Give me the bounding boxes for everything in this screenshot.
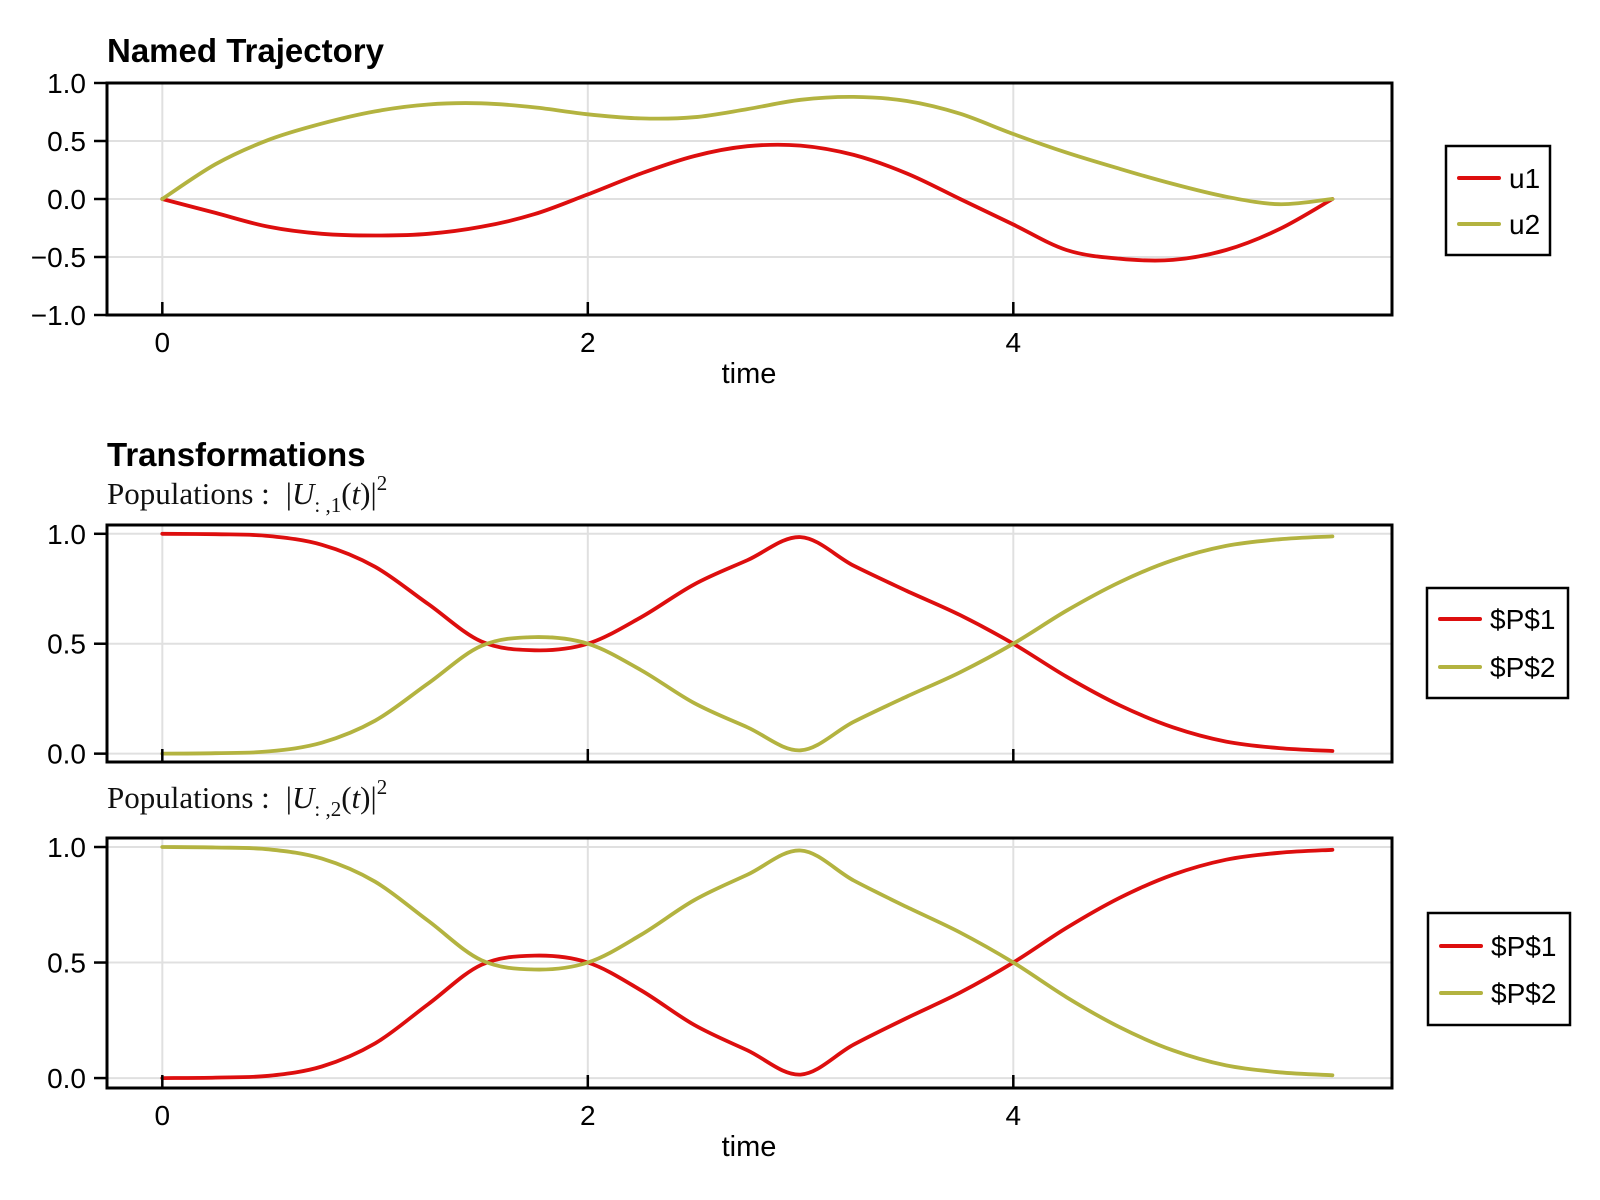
legend-box [1425, 586, 1570, 700]
series-$P$1 [160, 847, 1335, 1080]
legend-label: $P$1 [1491, 931, 1556, 962]
subtitle-prefix: Populations : [107, 476, 270, 511]
legend-box [1426, 911, 1572, 1027]
series-$P$2 [160, 845, 1335, 1078]
plot3-subtitle: Populations : |U: ,2(t)|2 [107, 775, 387, 821]
unitary-symbol: U [292, 780, 317, 815]
y-tick-label: 1.0 [47, 519, 86, 550]
series-u2 [160, 94, 1335, 207]
norm-bar-close: )| [360, 476, 377, 511]
legend-label: u2 [1509, 209, 1540, 240]
plot1-xaxis-label: time [722, 358, 777, 390]
paren-open: ( [341, 780, 351, 815]
exponent: 2 [377, 775, 388, 799]
x-tick-label: 0 [155, 1100, 171, 1131]
y-tick-label: 1.0 [47, 832, 86, 863]
time-var: t [352, 476, 362, 511]
norm-bar-open: | [286, 780, 292, 815]
subtitle-prefix: Populations : [107, 780, 270, 815]
x-tick-label: 4 [1006, 327, 1022, 358]
x-tick-label: 2 [580, 1100, 596, 1131]
plot2-subtitle: Populations : |U: ,1(t)|2 [107, 471, 387, 517]
y-tick-label: −1.0 [31, 300, 86, 331]
y-tick-label: 0.5 [47, 629, 86, 660]
subplot-populations-col1: 1.0 0.5 0.0 $P$1 $P$2 [47, 519, 1570, 770]
y-tick-label: 0.0 [47, 739, 86, 770]
legend-label: $P$1 [1490, 604, 1555, 635]
norm-bar-close: )| [360, 780, 377, 815]
x-tick-label: 2 [580, 327, 596, 358]
y-tick-label: 0.5 [47, 126, 86, 157]
y-tick-label: 1.0 [47, 68, 86, 99]
unitary-subscript: : ,1 [314, 493, 341, 517]
plot3-xaxis-label: time [722, 1131, 777, 1163]
x-tick-label: 4 [1006, 1100, 1022, 1131]
time-var: t [352, 780, 362, 815]
unitary-symbol: U [292, 476, 317, 511]
exponent: 2 [377, 471, 388, 495]
y-tick-label: −0.5 [31, 242, 86, 273]
legend-label: u1 [1509, 163, 1540, 194]
plot1-title: Named Trajectory [107, 32, 385, 69]
legend-label: $P$2 [1490, 652, 1555, 683]
norm-bar-open: | [286, 476, 292, 511]
legend-box [1444, 144, 1552, 257]
unitary-subscript: : ,2 [314, 797, 341, 821]
plot2-title: Transformations [107, 436, 366, 473]
y-tick-label: 0.5 [47, 948, 86, 979]
subplot-named-trajectory: 0 2 4 1.0 0.5 0.0 −0.5 −1.0 u1 u2 [31, 68, 1552, 358]
y-tick-label: 0.0 [47, 1063, 86, 1094]
legend-label: $P$2 [1491, 978, 1556, 1009]
paren-open: ( [341, 476, 351, 511]
series-u1 [160, 142, 1335, 263]
x-tick-label: 0 [155, 327, 171, 358]
y-tick-label: 0.0 [47, 184, 86, 215]
series-$P$2 [160, 534, 1335, 756]
subplot-populations-col2: 0 2 4 1.0 0.5 0.0 $P$1 $P$2 [47, 832, 1572, 1131]
series-$P$1 [160, 531, 1335, 753]
